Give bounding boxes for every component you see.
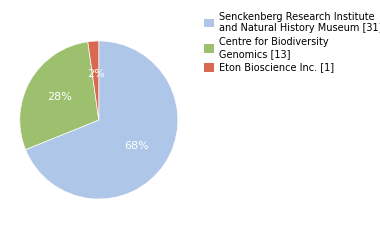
Text: 68%: 68% <box>124 141 149 151</box>
Legend: Senckenberg Research Institute
and Natural History Museum [31], Centre for Biodi: Senckenberg Research Institute and Natur… <box>203 10 380 75</box>
Text: 28%: 28% <box>47 92 71 102</box>
Wedge shape <box>20 42 99 150</box>
Wedge shape <box>25 41 178 199</box>
Wedge shape <box>88 41 99 120</box>
Text: 2%: 2% <box>87 69 104 79</box>
